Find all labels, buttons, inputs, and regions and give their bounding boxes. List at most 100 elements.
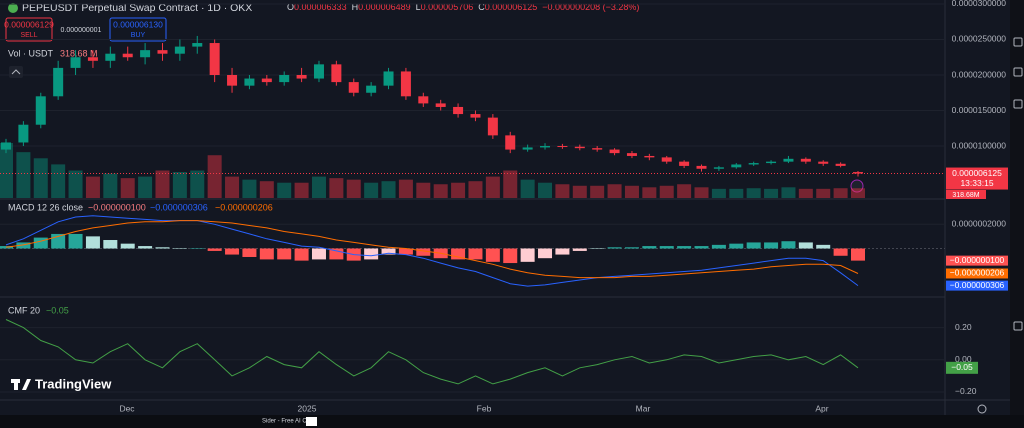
cmf-value: −0.05 [46, 305, 69, 315]
volume-bar [468, 181, 483, 198]
y-tick-label: 0.0000100000 [952, 140, 1007, 150]
y-tick-label: 0.0000002000 [952, 219, 1007, 229]
volume-bar [51, 164, 66, 198]
toolbar-icon[interactable] [1013, 321, 1023, 331]
volume-bar [0, 143, 13, 198]
volume-bar [833, 188, 848, 198]
sell-price: 0.000006129 [4, 19, 54, 29]
toolbar-icon[interactable] [1013, 67, 1023, 77]
ohlc-value: 0.000005706 [421, 2, 474, 12]
histogram-bar [764, 242, 779, 249]
histogram-bar [398, 248, 413, 255]
histogram-bar [851, 248, 865, 261]
x-tick-label: 2025 [298, 403, 317, 413]
toolbar-icon[interactable] [1013, 99, 1023, 109]
volume-bar [329, 178, 344, 198]
ohlc-key: O [287, 2, 294, 12]
candle-body [696, 165, 707, 169]
candle-body [331, 64, 342, 83]
logo-mark [14, 379, 18, 390]
y-tick-label: 0.0000300000 [952, 0, 1007, 8]
candle-body [487, 117, 498, 136]
histogram-bar [311, 248, 326, 260]
histogram-bar [242, 248, 257, 257]
volume-bar [798, 188, 813, 198]
sell-button[interactable] [5, 17, 53, 42]
candle-body [174, 46, 185, 54]
logo: TradingView [11, 376, 112, 391]
candle-body [818, 161, 829, 164]
volume-bar [555, 184, 570, 198]
histogram-bar [833, 248, 848, 256]
histogram-bar [190, 248, 205, 249]
histogram-bar [120, 243, 135, 249]
candle-body [209, 43, 220, 75]
candle-body [296, 75, 307, 79]
y-tick-label: 0.0000250000 [952, 34, 1007, 44]
right-toolbar [1010, 0, 1024, 415]
candle-body [505, 135, 516, 150]
volume-bar [729, 188, 744, 198]
volume-bar [242, 179, 257, 198]
candle-body [366, 85, 377, 93]
candle-body [835, 163, 846, 166]
buy-price: 0.000006130 [113, 19, 163, 29]
ohlc-value: 0.000006489 [358, 2, 411, 12]
signal-axis-box [946, 268, 1008, 279]
candle-body [348, 82, 359, 93]
volume-bar [398, 179, 413, 198]
settings-icon[interactable] [977, 404, 987, 414]
macd-axis-box [946, 280, 1008, 291]
volume-bar [485, 176, 500, 198]
volume-bar [694, 187, 709, 198]
histogram-bar [798, 242, 813, 249]
volume-bar [225, 176, 240, 198]
cmf-axis-box [946, 361, 978, 374]
footer-text: Sider - Free AI Chat [262, 419, 315, 425]
candle-body [626, 153, 637, 156]
candle-body [192, 43, 203, 47]
candle-body [122, 53, 133, 58]
collapse-button[interactable] [9, 66, 23, 78]
volume-bar [607, 184, 622, 198]
buy-button[interactable] [109, 17, 167, 42]
candle-body [557, 146, 568, 148]
macd-axis-label: −0.000000306 [950, 280, 1005, 290]
histogram-bar [729, 243, 744, 249]
candle-body [713, 167, 724, 169]
candle-body [400, 71, 411, 97]
volume-bar [451, 182, 466, 198]
candle-body [679, 161, 690, 166]
volume-bar [781, 187, 796, 198]
histogram-bar [155, 247, 170, 249]
ohlc-value: 0.000006125 [485, 2, 538, 12]
candle-body [87, 57, 98, 61]
signal-line [5, 220, 859, 279]
candle-body [731, 164, 742, 168]
x-tick-label: Mar [636, 403, 651, 413]
toolbar-icon[interactable] [1013, 37, 1023, 47]
candle-body [609, 149, 620, 154]
volume-bar [190, 170, 205, 198]
candle-body [53, 67, 64, 97]
volume-bar [381, 181, 396, 198]
candle-body [70, 57, 81, 68]
y-tick-label: 0.0000200000 [952, 69, 1007, 79]
volume-bar [277, 182, 292, 198]
ohlc-value: 0.000006333 [294, 2, 347, 12]
symbol-title: PEPEUSDT Perpetual Swap Contract · 1D · … [22, 2, 252, 14]
histogram-bar [329, 248, 344, 260]
histogram-bar [642, 246, 657, 249]
volume-bar [138, 176, 153, 198]
histogram-bar [746, 242, 761, 249]
histogram-bar [624, 247, 639, 249]
histogram-bar [590, 248, 605, 249]
signal-axis-label: −0.000000206 [950, 268, 1005, 278]
volume-bar [311, 176, 326, 198]
volume-axis-box [946, 190, 986, 199]
alert-icon[interactable] [850, 179, 864, 193]
collapse-icon [11, 69, 21, 75]
volume-bar [172, 172, 187, 198]
histogram-bar [816, 244, 831, 249]
